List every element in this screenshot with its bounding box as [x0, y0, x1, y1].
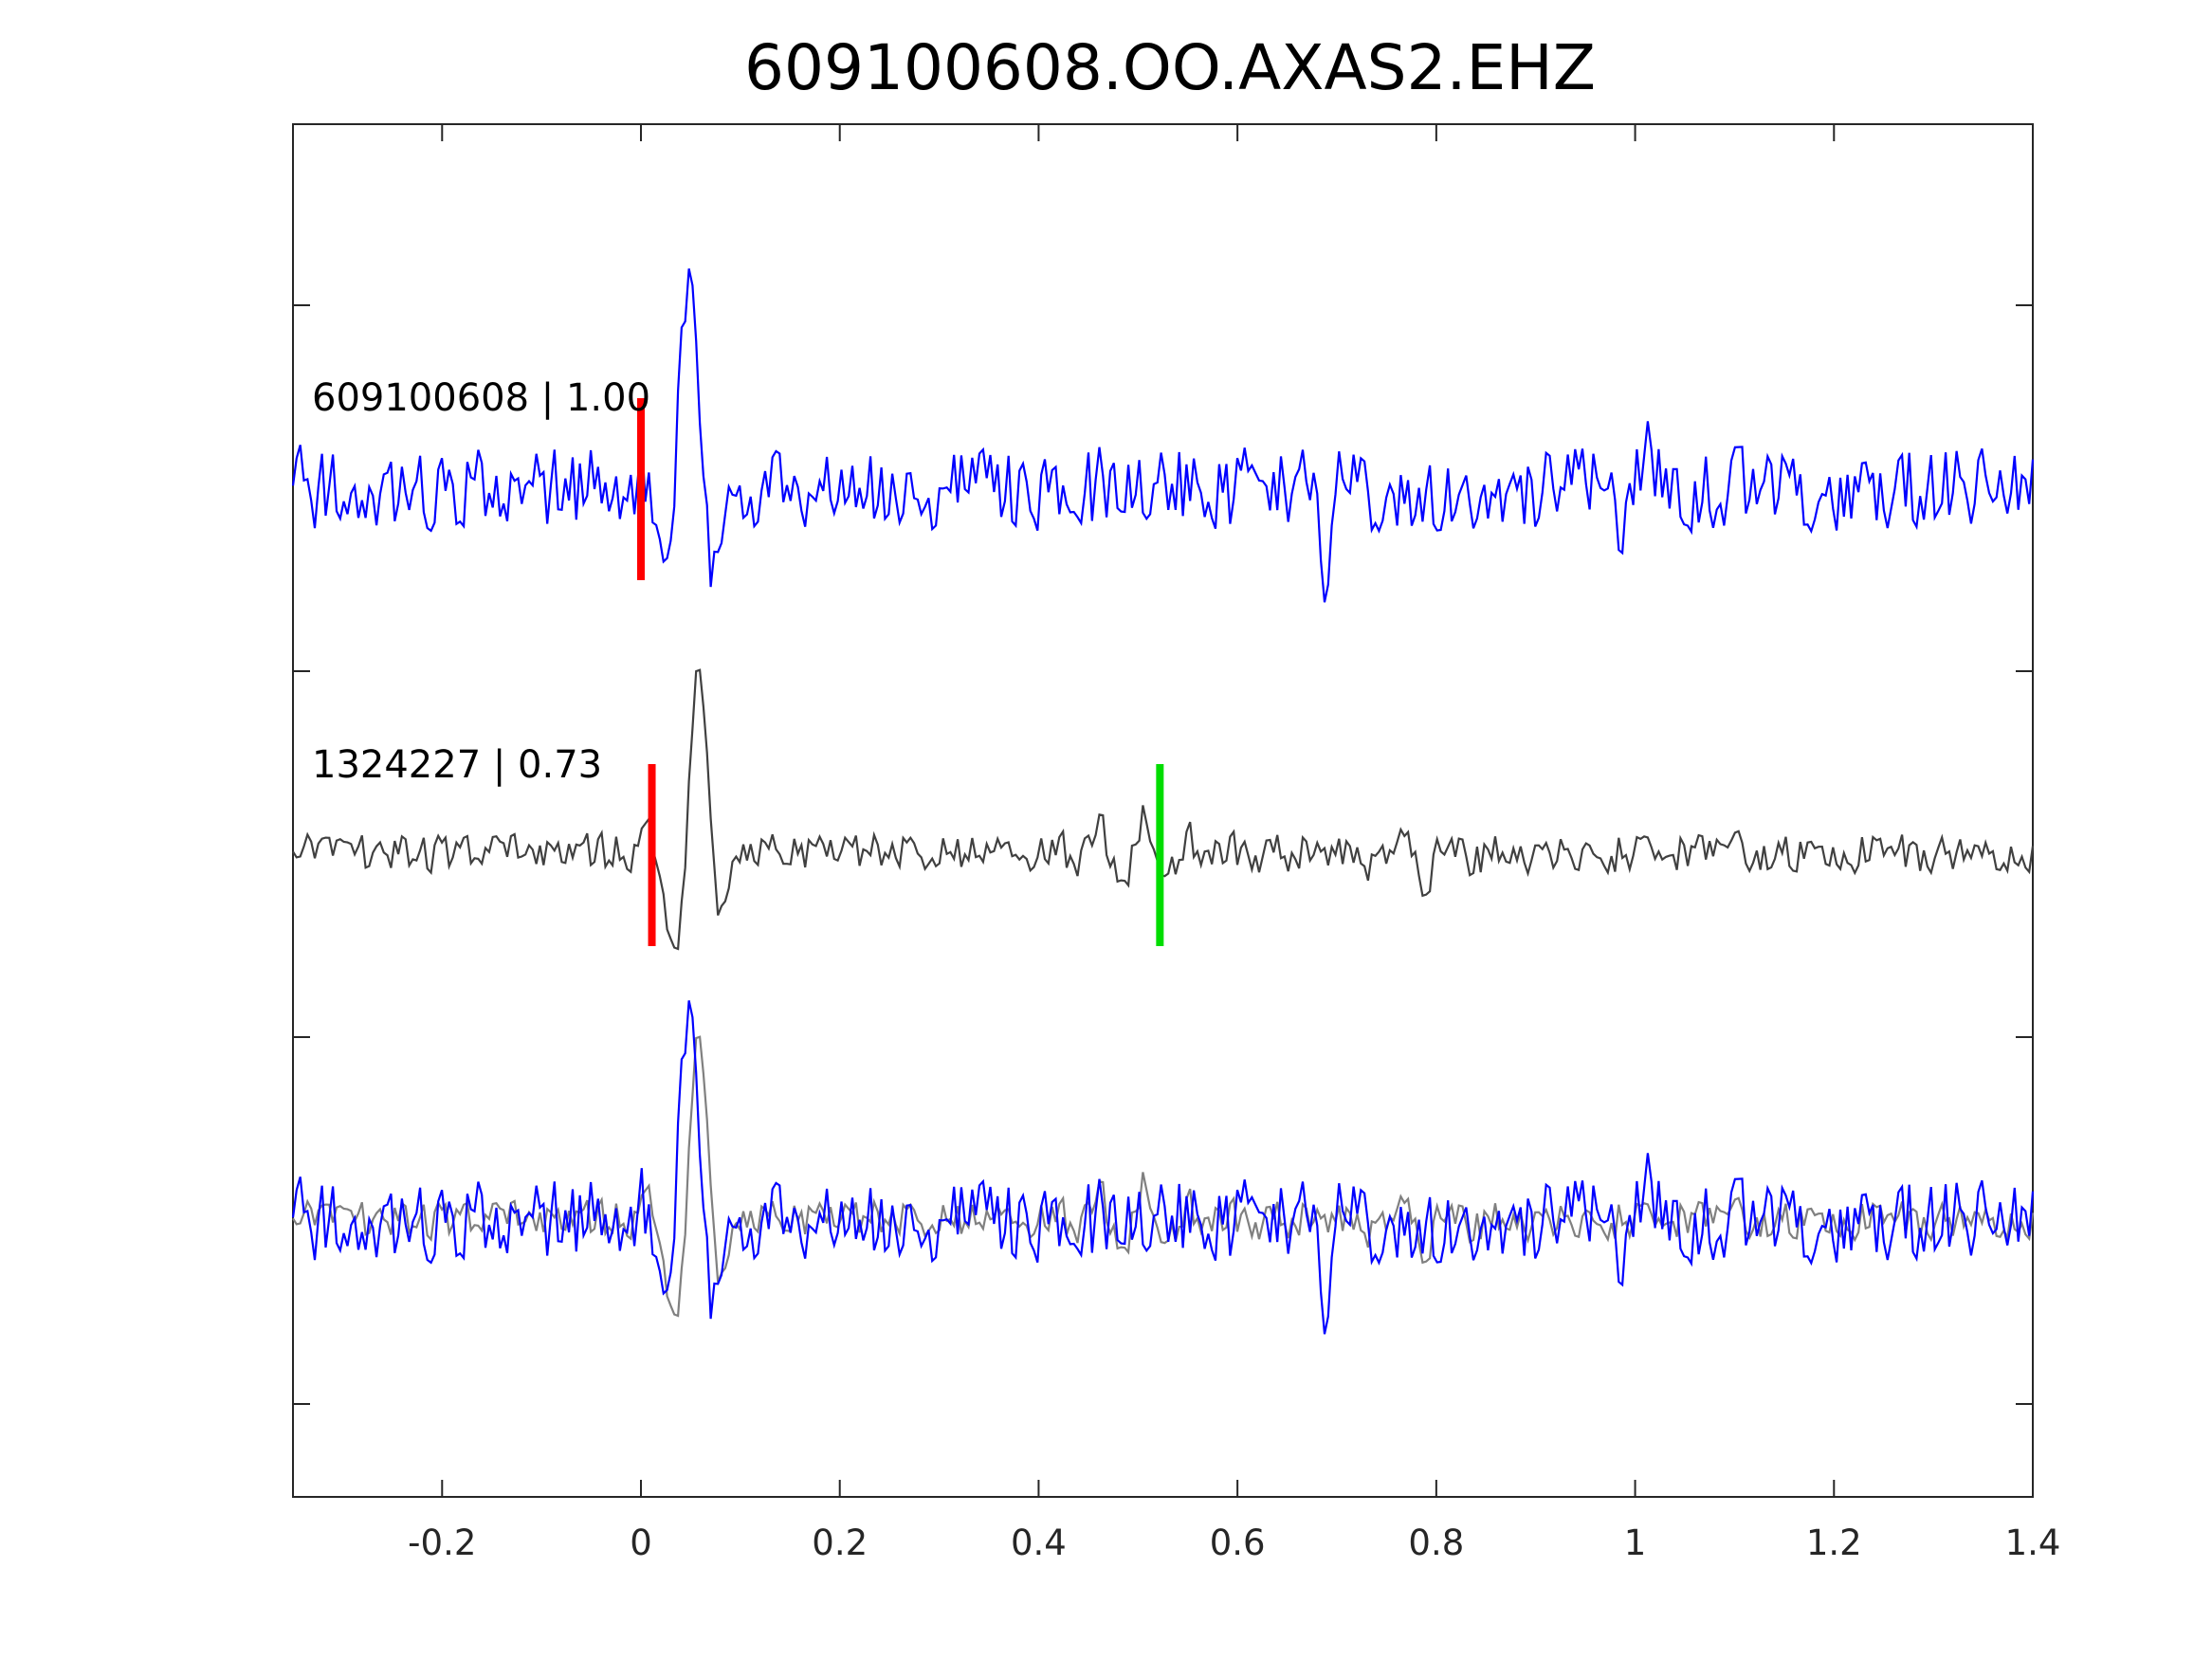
x-axis-ticks: -0.2 0 0.2 0.4 0.6 0.8 1 1.2 1.4: [408, 124, 2060, 1563]
chart-title: 609100608.OO.AXAS2.EHZ: [744, 31, 1596, 104]
y-axis-ticks: [293, 304, 2033, 1405]
trace-label: 609100608 | 1.00: [312, 376, 650, 420]
x-tick-label: -0.2: [408, 1522, 476, 1563]
x-tick-label: 0.4: [1011, 1522, 1067, 1563]
trace-labels: 609100608 | 1.00 1324227 | 0.73: [312, 376, 650, 787]
x-tick-label: 0.2: [812, 1522, 868, 1563]
overlay-detection-waveform: [291, 1000, 2035, 1335]
x-tick-label: 1: [1624, 1522, 1647, 1563]
x-tick-label: 1.4: [2005, 1522, 2061, 1563]
pick-markers: [637, 398, 1164, 946]
x-tick-label: 0: [630, 1522, 652, 1563]
trace-1-waveform: [291, 268, 2035, 603]
overlay-template-waveform: [292, 1035, 2035, 1318]
trace-label: 1324227 | 0.73: [312, 743, 602, 787]
x-tick-label: 1.2: [1806, 1522, 1862, 1563]
x-tick-label: 0.6: [1210, 1522, 1266, 1563]
x-tick-label: 0.8: [1408, 1522, 1464, 1563]
